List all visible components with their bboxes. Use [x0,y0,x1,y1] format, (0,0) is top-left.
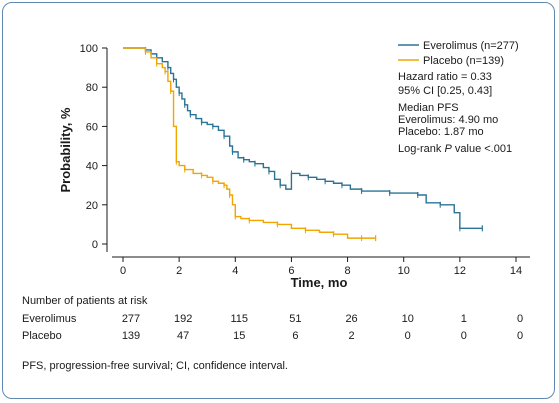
y-tick-label: 60 [86,121,98,133]
risk-cell: 51 [289,313,301,325]
risk-cell: 192 [174,313,192,325]
legend: Everolimus (n=277) Placebo (n=139) [398,40,519,67]
y-axis-title: Probability, % [58,107,73,192]
risk-table-title: Number of patients at risk [22,295,148,307]
risk-cell: 0 [517,313,523,325]
legend-label-placebo: Placebo (n=139) [423,55,504,67]
risk-cell: 6 [292,330,298,342]
y-tick-label: 0 [92,239,98,251]
series-layer [123,46,483,242]
risk-cell: 0 [517,330,523,342]
confidence-interval: 95% CI [0.25, 0.43] [398,85,492,97]
log-rank-p: P [444,143,452,155]
x-axis-title: Time, mo [291,275,348,290]
x-tick-label: 6 [288,265,294,277]
risk-cell: 26 [345,313,357,325]
y-tick-label: 80 [86,82,98,94]
y-tick-label: 20 [86,200,98,212]
y-ticks: 0 20 40 60 80 100 [80,43,107,251]
log-rank-p-value: Log-rank P value <.001 [398,143,512,155]
series-line-placebo [123,47,376,239]
figure-frame [2,2,555,399]
annotations: Hazard ratio = 0.33 95% CI [0.25, 0.43] … [398,71,512,155]
risk-cell: 2 [349,330,355,342]
risk-cell: 0 [461,330,467,342]
risk-cell: 115 [231,313,249,325]
x-tick-label: 4 [232,265,238,277]
hazard-ratio: Hazard ratio = 0.33 [398,71,492,83]
footnote: PFS, progression-free survival; CI, conf… [22,360,288,372]
risk-table: Number of patients at risk Everolimus Pl… [22,295,523,342]
risk-cell: 10 [402,313,414,325]
risk-cell: 15 [233,330,245,342]
log-rank-suffix: value <.001 [452,143,512,155]
median-pfs-heading: Median PFS [398,102,459,114]
x-tick-label: 8 [345,265,351,277]
y-tick-label: 40 [86,161,98,173]
x-tick-label: 14 [510,265,522,277]
risk-row-label-everolimus: Everolimus [22,313,77,325]
risk-cell: 139 [122,330,140,342]
risk-cell: 47 [177,330,189,342]
median-pfs-everolimus: Everolimus: 4.90 mo [398,114,498,126]
risk-cell: 277 [122,313,140,325]
x-tick-label: 12 [454,265,466,277]
x-tick-label: 2 [176,265,182,277]
risk-cell: 0 [405,330,411,342]
x-tick-label: 10 [398,265,410,277]
y-tick-label: 100 [80,43,98,55]
risk-row-label-placebo: Placebo [22,330,62,342]
x-ticks: 0 2 4 6 8 10 12 14 [120,257,522,277]
legend-label-everolimus: Everolimus (n=277) [423,40,519,52]
risk-cell: 1 [461,313,467,325]
log-rank-prefix: Log-rank [398,143,444,155]
median-pfs-placebo: Placebo: 1.87 mo [398,126,484,138]
x-tick-label: 0 [120,265,126,277]
